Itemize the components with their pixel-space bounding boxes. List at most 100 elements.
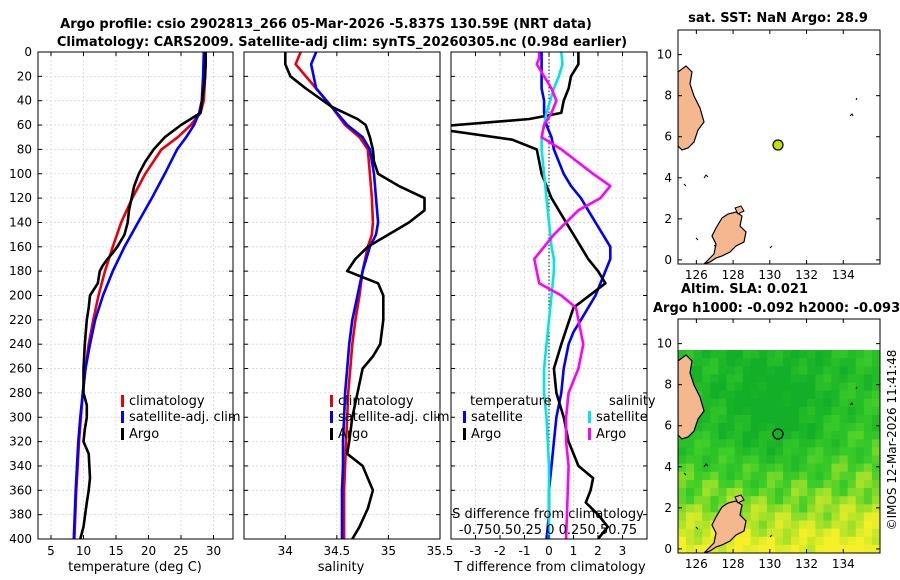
sla-heatmap-cell [758,512,768,522]
sla-heatmap-cell [791,504,800,513]
series-line-s-satellite [540,52,564,539]
sla-heatmap-cell [694,431,703,440]
sla-heatmap-cell [863,488,873,497]
land-mass-north [678,354,705,440]
sla-heatmap-cell [734,350,744,359]
sla-heatmap-cell [694,447,703,457]
sla-heatmap-cell [783,479,792,489]
sla-heatmap-cell [799,496,808,505]
sla-heatmap-cell [694,439,703,448]
sla-heatmap-cell [871,471,880,481]
land-islet [734,205,745,215]
sla-heatmap-cell [791,390,800,400]
x-tick-label: 134 [832,557,855,571]
legend-label-s-satellite: satellite [596,410,648,425]
y-tick-label: 4 [664,171,672,185]
sla-heatmap-cell [694,463,703,473]
sla-heatmap-cell [863,471,873,481]
sla-heatmap-cell [766,439,776,448]
sla-heatmap-cell [783,358,792,367]
sla-heatmap-cell [734,447,744,457]
sla-heatmap-cell [766,488,776,497]
y-tick-label: 400 [9,532,32,546]
sla-heatmap-cell [702,382,711,392]
sla-heatmap-cell [871,447,880,457]
sla-heatmap-cell [823,528,833,538]
sla-heatmap-cell [855,496,865,505]
x-tick-label: 20 [141,544,156,558]
sla-heatmap-cell [750,479,760,489]
sla-heatmap-cell [831,366,841,375]
legend-swatch-climatology [121,395,124,407]
sla-heatmap-cell [718,439,727,448]
sla-heatmap-cell [791,536,800,546]
sla-heatmap-cell [839,528,849,538]
sla-heatmap-cell [750,528,760,538]
x-tick-label: 2 [594,544,602,558]
sla-heatmap-cell [863,382,873,392]
sla-heatmap-cell [718,447,727,457]
sla-heatmap-cell [718,431,727,440]
sla-heatmap-cell [734,479,744,489]
sla-heatmap-cell [839,512,849,522]
sla-heatmap-cell [847,488,857,497]
sla-heatmap-cell [823,423,833,432]
y-tick-label: 380 [9,508,32,522]
sla-heatmap-cell [815,423,824,432]
sla-heatmap-cell [847,496,857,505]
sla-heatmap-cell [807,479,816,489]
sla-heatmap-cell [799,512,808,522]
sla-heatmap-cell [815,358,824,367]
sla-heatmap-cell [783,350,792,359]
argo-float-marker [772,428,784,440]
y-tick-label: 100 [9,167,32,181]
legend-swatch-t-argo [463,428,466,440]
sla-heatmap-cell [686,488,695,497]
sla-heatmap-cell [839,374,849,383]
sla-heatmap-cell [823,488,833,497]
sla-heatmap-cell [807,366,816,375]
argo-float-marker [772,139,784,151]
sla-heatmap-cell [831,512,841,522]
sla-heatmap-cell [774,447,784,457]
sla-heatmap-cell [791,520,800,530]
sla-heatmap-cell [807,496,816,505]
sla-heatmap-cell [791,350,800,359]
x-tick-label: 35 [381,544,396,558]
sla-heatmap-cell [855,479,865,489]
sla-heatmap-cell [839,455,849,465]
sla-heatmap-cell [839,431,849,440]
sla-heatmap-cell [726,390,736,400]
y-tick-label: 8 [664,378,672,392]
sla-heatmap-cell [791,414,800,424]
sst-map-axes-box [677,29,881,265]
sla-heatmap-cell [694,423,703,432]
sla-heatmap-cell [742,512,752,522]
sla-heatmap-cell [678,536,687,546]
difference-top-ticks: -0.750.50.25 0 0.250.50.75 [459,523,637,538]
sla-heatmap-cell [855,358,865,367]
x-tick-label: 130 [758,557,781,571]
sla-heatmap-cell [863,431,873,440]
sla-heatmap-cell [766,520,776,530]
sla-heatmap-cell [799,374,808,383]
sla-heatmap-cell [710,431,719,440]
sla-heatmap-cell [847,471,857,481]
sla-heatmap-cell [799,544,808,553]
sla-heatmap-cell [710,366,719,375]
sla-heatmap-cell [871,520,880,530]
sla-heatmap-cell [831,496,841,505]
sla-heatmap-cell [863,463,873,473]
sla-heatmap-cell [855,382,865,392]
sla-heatmap-cell [726,439,736,448]
y-tick-label: 20 [17,69,32,83]
series-line-satellite-adj-clim [72,52,206,539]
sla-heatmap-cell [702,528,711,538]
sla-heatmap-cell [766,358,776,367]
sla-heatmap-cell [799,520,808,530]
sla-heatmap [678,350,880,553]
sla-heatmap-cell [863,496,873,505]
sla-heatmap-cell [823,455,833,465]
sla-heatmap-cell [807,471,816,481]
sla-heatmap-cell [750,358,760,367]
